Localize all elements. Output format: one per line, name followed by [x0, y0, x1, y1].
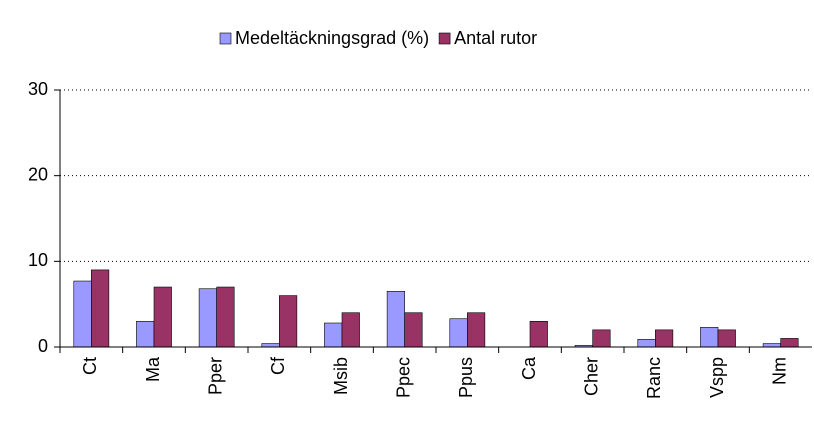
- legend-swatch: [438, 32, 451, 45]
- bar: [467, 312, 486, 348]
- bar: [341, 312, 360, 348]
- bar: [386, 291, 405, 348]
- bar: [404, 312, 423, 348]
- x-tick-label: Ma: [143, 356, 163, 382]
- x-tick-label: Pper: [205, 357, 225, 395]
- bar: [700, 326, 719, 348]
- bar: [637, 338, 656, 348]
- x-tick-label: Ca: [519, 356, 539, 380]
- bar: [198, 288, 217, 348]
- bar: [529, 320, 548, 348]
- bar: [153, 286, 172, 348]
- legend-label: Medeltäckningsgrad (%): [235, 28, 429, 48]
- bar: [592, 329, 611, 348]
- y-tick-label: 10: [28, 250, 48, 270]
- x-tick-label: Nm: [769, 357, 789, 385]
- y-tick-label: 30: [28, 79, 48, 99]
- legend-swatch: [219, 32, 232, 45]
- bar: [91, 269, 110, 348]
- x-tick-label: Ppus: [456, 357, 476, 398]
- bar: [261, 343, 280, 348]
- x-tick-label: Ranc: [644, 357, 664, 399]
- bar: [73, 280, 92, 348]
- x-tick-label: Cher: [581, 357, 601, 396]
- bar: [762, 343, 781, 348]
- bar: [655, 329, 674, 348]
- legend-label: Antal rutor: [454, 28, 537, 48]
- y-tick-label: 0: [38, 336, 48, 356]
- bar: [279, 295, 298, 348]
- bar: [449, 318, 468, 348]
- bar: [136, 320, 155, 348]
- bar: [216, 286, 235, 348]
- x-tick-label: Ppec: [393, 357, 413, 398]
- x-tick-label: Cf: [268, 356, 288, 375]
- x-tick-label: Ct: [80, 357, 100, 375]
- bar: [324, 322, 343, 348]
- bar: [717, 329, 736, 348]
- x-tick-label: Vspp: [707, 357, 727, 398]
- bar: [780, 338, 799, 348]
- y-tick-label: 20: [28, 164, 48, 184]
- x-tick-label: Msib: [331, 357, 351, 395]
